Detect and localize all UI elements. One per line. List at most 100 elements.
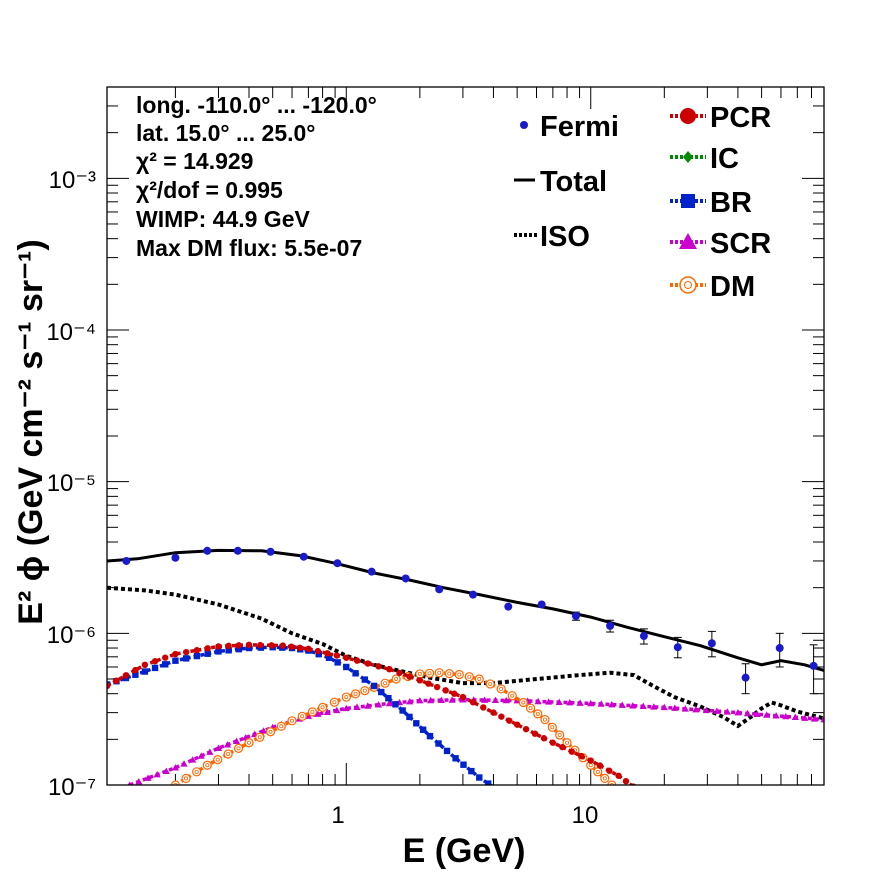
dm-marker-35-inner xyxy=(535,711,540,716)
pcr-marker-1 xyxy=(113,677,120,684)
pcr-marker-35 xyxy=(451,690,458,697)
pcr-marker-4 xyxy=(141,661,149,669)
dm-marker-11-inner xyxy=(290,718,295,723)
dm-marker-29 xyxy=(474,674,484,684)
br-marker-44 xyxy=(503,793,509,799)
br-marker-39 xyxy=(460,761,467,768)
dm-marker-16 xyxy=(341,692,351,702)
dm-marker-26 xyxy=(444,669,454,679)
legend-ic-marker xyxy=(683,151,693,163)
dm-marker-5-inner xyxy=(226,751,231,756)
pcr-marker-55 xyxy=(630,783,637,785)
pcr-marker-33 xyxy=(433,683,441,691)
br-marker-36 xyxy=(435,740,442,747)
dm-marker-29-inner xyxy=(477,676,482,681)
scr-marker-28 xyxy=(385,699,393,707)
scr-marker-15 xyxy=(260,727,268,734)
x-tick-label-1: 1 xyxy=(331,802,344,829)
scr-marker-2 xyxy=(144,774,152,781)
dm-marker-3-inner xyxy=(205,763,210,768)
y-tick-label-1e-5: 10⁻⁵ xyxy=(47,470,96,497)
legend-br-marker xyxy=(681,194,695,208)
x-tick-label-10: 10 xyxy=(572,802,599,829)
fermi-point-13 xyxy=(571,612,580,621)
pcr-marker-16 xyxy=(268,642,275,649)
br-marker-35 xyxy=(426,732,434,740)
fermi-point-9 xyxy=(435,585,444,594)
pcr-marker-41 xyxy=(506,717,513,724)
br-marker-8 xyxy=(182,655,190,662)
dm-marker-3 xyxy=(202,760,212,770)
legend-fermi-label: Fermi xyxy=(540,111,619,143)
br-marker-22 xyxy=(325,654,333,661)
br-marker-25 xyxy=(352,670,359,677)
pcr-marker-36 xyxy=(459,693,467,701)
scr-marker-51 xyxy=(629,702,637,709)
dm-marker-44-inner xyxy=(602,776,607,781)
pcr-marker-46 xyxy=(549,739,557,746)
dm-marker-25 xyxy=(434,668,444,678)
pcr-marker-2 xyxy=(122,672,130,679)
scr-marker-10 xyxy=(214,744,223,751)
pcr-line xyxy=(107,643,635,785)
fermi-point-20 xyxy=(809,661,818,670)
scr-marker-11 xyxy=(223,741,232,748)
pcr-marker-38 xyxy=(480,704,487,711)
pcr-marker-37 xyxy=(469,699,477,706)
br-marker-43 xyxy=(494,786,500,792)
dm-marker-7 xyxy=(244,738,254,748)
br-marker-41 xyxy=(476,774,483,781)
fermi-point-17 xyxy=(707,639,716,648)
pcr-marker-11 xyxy=(215,643,222,650)
scr-marker-0 xyxy=(127,781,132,785)
dm-marker-24 xyxy=(424,668,435,678)
scr-marker-52 xyxy=(639,702,647,710)
dm-marker-8-inner xyxy=(257,735,262,740)
legend-right: PCR IC BR SCR DM xyxy=(670,102,771,303)
legend-br-label: BR xyxy=(710,187,752,219)
dm-marker-4 xyxy=(213,755,223,765)
br-marker-7 xyxy=(172,657,179,664)
legend-scr-label: SCR xyxy=(710,228,771,260)
pcr-marker-52 xyxy=(606,767,613,774)
dm-marker-15-inner xyxy=(332,700,337,705)
dm-marker-6-inner xyxy=(236,746,241,751)
dm-marker-21-inner xyxy=(394,676,399,681)
dm-marker-31 xyxy=(496,684,506,694)
dm-marker-16-inner xyxy=(344,695,349,700)
scr-marker-54 xyxy=(660,703,668,711)
pcr-marker-28 xyxy=(386,666,393,673)
dm-line xyxy=(174,670,613,785)
info-max-dm-flux: Max DM flux: 5.5e-07 xyxy=(136,235,362,261)
dm-series xyxy=(170,668,617,785)
legend-pcr-marker xyxy=(680,108,696,124)
scr-marker-66 xyxy=(782,712,790,720)
pcr-marker-42 xyxy=(513,721,521,728)
br-marker-33 xyxy=(413,720,420,727)
legend-left: Fermi Total ISO xyxy=(514,111,619,253)
scr-marker-57 xyxy=(692,706,700,713)
dm-marker-12-inner xyxy=(300,714,305,719)
br-marker-38 xyxy=(452,755,459,762)
pcr-marker-8 xyxy=(182,648,190,656)
pcr-marker-32 xyxy=(425,680,432,687)
dm-marker-30 xyxy=(485,679,495,689)
scr-marker-32 xyxy=(427,696,435,704)
legend-dm-label: DM xyxy=(710,271,755,303)
scr-marker-34 xyxy=(448,696,456,703)
info-chi2-dof: χ²/dof = 0.995 xyxy=(136,177,283,203)
br-marker-29 xyxy=(385,695,392,702)
scr-marker-63 xyxy=(753,710,761,717)
br-marker-14 xyxy=(245,644,253,652)
pcr-marker-6 xyxy=(162,654,169,661)
dm-marker-39-inner xyxy=(565,740,570,745)
dm-marker-45-inner xyxy=(609,783,614,785)
dm-marker-36 xyxy=(540,714,550,725)
br-marker-31 xyxy=(399,707,406,714)
scr-marker-55 xyxy=(671,704,679,711)
dm-marker-14 xyxy=(317,702,328,712)
br-marker-30 xyxy=(392,701,399,708)
scr-marker-23 xyxy=(333,706,341,714)
fermi-point-0 xyxy=(122,556,131,565)
